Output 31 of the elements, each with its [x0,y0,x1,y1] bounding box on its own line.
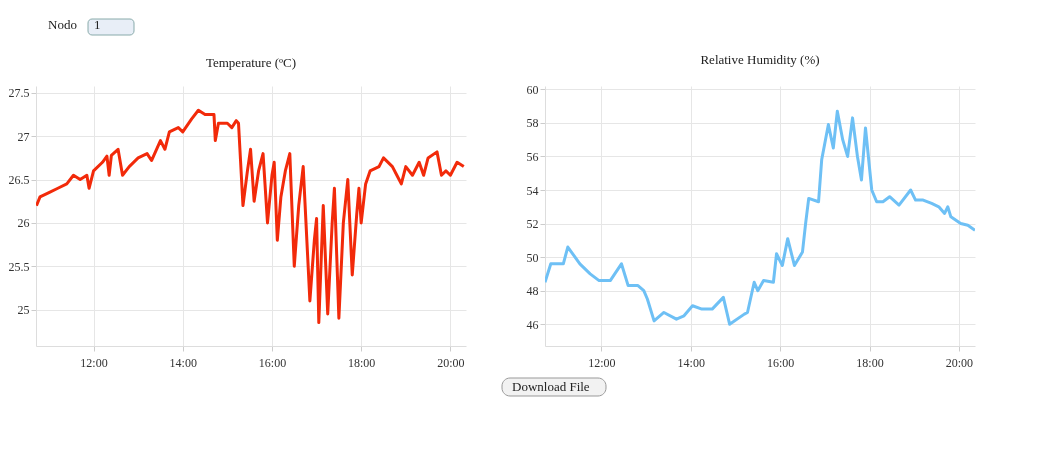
x-tick-label: 12:00 [588,355,616,370]
y-tick-label: 25.5 [8,259,30,274]
y-tick-label: 27.5 [8,86,30,101]
y-tick-label: 48 [526,284,539,299]
line-series [36,108,466,325]
chart-title: Relative Humidity (%) [700,52,820,68]
y-tick-label: 25 [17,303,30,318]
x-tick-label: 14:00 [169,355,197,370]
x-tick-label: 20:00 [437,355,465,370]
y-tick-label: 26.5 [8,173,30,188]
y-tick-label: 52 [526,217,539,232]
y-tick-label: 50 [526,250,539,265]
y-tick-label: 27 [17,129,30,144]
x-tick-label: 12:00 [80,355,108,370]
x-tick-label: 18:00 [348,355,376,370]
y-tick-label: 58 [526,116,539,131]
y-tick-label: 46 [526,317,539,332]
text: Download File [512,379,590,394]
x-tick-label: 16:00 [766,355,795,370]
y-tick-label: 60 [526,82,539,97]
text: 1 [94,17,101,32]
text: Nodo [48,17,77,32]
x-tick-label: 16:00 [258,355,287,370]
y-tick-label: 26 [17,216,30,231]
y-tick-label: 54 [526,183,539,198]
y-tick-label: 56 [526,149,539,164]
x-tick-label: 20:00 [945,355,974,370]
chart-title: Temperature (ºC) [205,55,297,70]
x-tick-label: 14:00 [677,355,705,370]
line-series [545,109,975,326]
x-tick-label: 18:00 [856,355,884,370]
